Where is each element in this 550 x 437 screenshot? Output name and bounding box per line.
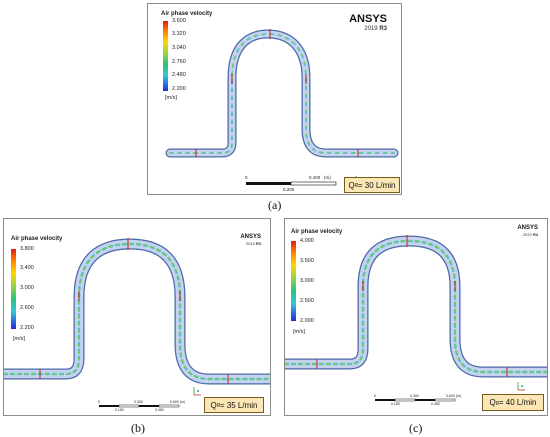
ansys-logo: ANSYS [517, 225, 538, 231]
flow-symbol: Q [348, 180, 355, 190]
scale-mid: 0.200 [283, 187, 295, 192]
legend-tick: 3.800 [20, 246, 34, 252]
pipe-geometry-b [4, 238, 270, 408]
scale-tick: 0 [245, 175, 248, 180]
scale-tick: 0.400 [309, 175, 321, 180]
version-release: R3 [532, 232, 538, 237]
ansys-version: 2019 R3 [364, 26, 387, 32]
caption-a: (a) [268, 198, 282, 212]
legend-tick: 2.600 [20, 305, 34, 311]
version-release: R3 [379, 26, 387, 32]
scale-tick: 0 [98, 400, 100, 404]
legend-tick: 3.600 [172, 18, 186, 24]
legend-tick: 3.000 [300, 278, 314, 284]
legend-unit: [m/s] [165, 95, 177, 101]
scale-tick: 0.300 [410, 394, 419, 398]
legend-title: Air phase velocity [291, 229, 343, 235]
cfd-panel-c: Air phase velocity 4.000 3.500 3.000 2.5… [284, 218, 548, 416]
version-year: 2019 [364, 26, 378, 32]
scale-tick: (m) [324, 175, 331, 180]
caption-b: (b) [131, 421, 145, 435]
ansys-logo: ANSYS [349, 13, 387, 25]
version-year: 2019 [245, 241, 255, 246]
legend-tick: 2.480 [172, 72, 186, 78]
ansys-version: 2019 R3 [246, 241, 261, 246]
legend-tick: 3.320 [172, 31, 186, 37]
scale-mid: 0.150 [391, 402, 400, 406]
legend-unit: [m/s] [13, 336, 25, 342]
version-year: 2019 [522, 232, 532, 237]
legend-tick: 3.040 [172, 45, 186, 51]
legend-tick: 2.760 [172, 59, 186, 65]
color-legend-bar [291, 241, 296, 321]
cfd-panel-a: Air phase velocity 3.600 3.320 3.040 2.7… [147, 3, 402, 195]
scale-mid: 0.150 [115, 408, 124, 412]
pipe-geometry-c [285, 235, 547, 402]
scale-tick: 0.600 (m) [446, 394, 461, 398]
legend-title: Air phase velocity [11, 236, 63, 242]
pipe-geometry-a [165, 29, 399, 186]
legend-tick: 2.200 [20, 325, 34, 331]
legend-unit: [m/s] [293, 329, 305, 335]
legend-tick: 3.000 [20, 285, 34, 291]
flow-symbol: Q [210, 400, 217, 410]
flow-value: = 40 L/min [498, 398, 537, 407]
legend-tick: 2.000 [300, 318, 314, 324]
legend-tick: 3.400 [20, 265, 34, 271]
flow-subscript: g [216, 402, 220, 408]
version-release: R3 [255, 241, 261, 246]
ansys-version: 2019 R3 [523, 232, 538, 237]
scale-tick: 0 [374, 394, 376, 398]
scale-tick: 0.600 (m) [170, 400, 185, 404]
flow-value: = 30 L/min [357, 180, 396, 190]
flow-value: = 35 L/min [219, 400, 258, 410]
flow-symbol: Q [489, 398, 496, 407]
legend-tick: 2.500 [300, 298, 314, 304]
scale-mid: 0.450 [155, 408, 164, 412]
scale-tick: 0.300 [134, 400, 143, 404]
caption-c: (c) [409, 421, 423, 435]
legend-tick: 2.200 [172, 86, 186, 92]
cfd-panel-b: Air phase velocity 3.800 3.400 3.000 2.6… [3, 218, 271, 416]
flow-subscript: g [354, 182, 358, 188]
legend-tick: 4.000 [300, 238, 314, 244]
color-legend-bar [11, 249, 16, 329]
scale-mid: 0.450 [431, 402, 440, 406]
ansys-logo: ANSYS [240, 234, 261, 240]
legend-tick: 3.500 [300, 258, 314, 264]
flow-subscript: g [495, 399, 499, 406]
legend-title: Air phase velocity [161, 11, 213, 17]
color-legend-bar [163, 21, 168, 91]
